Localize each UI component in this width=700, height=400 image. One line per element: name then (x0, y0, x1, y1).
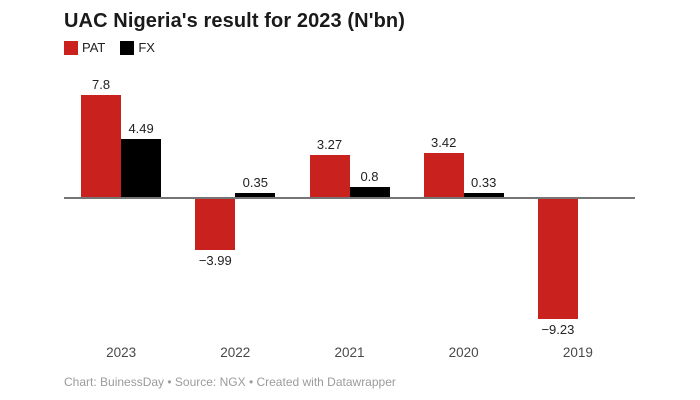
value-label-fx-2023: 4.49 (128, 120, 154, 136)
pat-color-swatch (64, 40, 78, 55)
bar-pat-2023 (81, 95, 122, 198)
bar-pat-2020 (423, 152, 464, 198)
value-label-pat-2019: −9.23 (541, 321, 575, 337)
bar-pat-2021 (309, 154, 350, 198)
bar-pat-2022 (195, 197, 236, 250)
x-axis-label-2019: 2019 (562, 345, 593, 360)
bar-pat-2019 (537, 197, 578, 319)
value-label-pat-2020: 3.42 (431, 134, 457, 150)
value-label-pat-2022: −3.99 (198, 252, 232, 268)
legend-label-fx: FX (138, 40, 155, 55)
bar-fx-2021 (349, 187, 390, 198)
x-axis-label-2020: 2020 (448, 345, 479, 360)
x-axis-label-2021: 2021 (334, 345, 365, 360)
legend-item-fx: FX (120, 40, 155, 55)
legend-item-pat: PAT (64, 40, 105, 55)
bar-fx-2023 (121, 138, 162, 198)
value-label-pat-2021: 3.27 (316, 136, 343, 152)
value-label-fx-2022: 0.35 (242, 175, 268, 191)
legend: PAT FX (64, 40, 155, 55)
value-label-fx-2020: 0.33 (471, 175, 497, 191)
value-label-fx-2021: 0.8 (360, 169, 379, 185)
value-label-pat-2023: 7.8 (92, 77, 111, 93)
credit-line: Chart: BuinessDay • Source: NGX • Create… (64, 375, 396, 389)
bar-fx-2022 (235, 193, 276, 198)
x-axis-label-2023: 2023 (106, 345, 137, 360)
fx-color-swatch (120, 40, 135, 55)
zero-axis-line (64, 196, 635, 199)
x-axis-label-2022: 2022 (220, 345, 251, 360)
bar-fx-2020 (463, 193, 504, 198)
chart-title: UAC Nigeria's result for 2023 (N'bn) (64, 10, 405, 32)
legend-label-pat: PAT (82, 40, 106, 55)
